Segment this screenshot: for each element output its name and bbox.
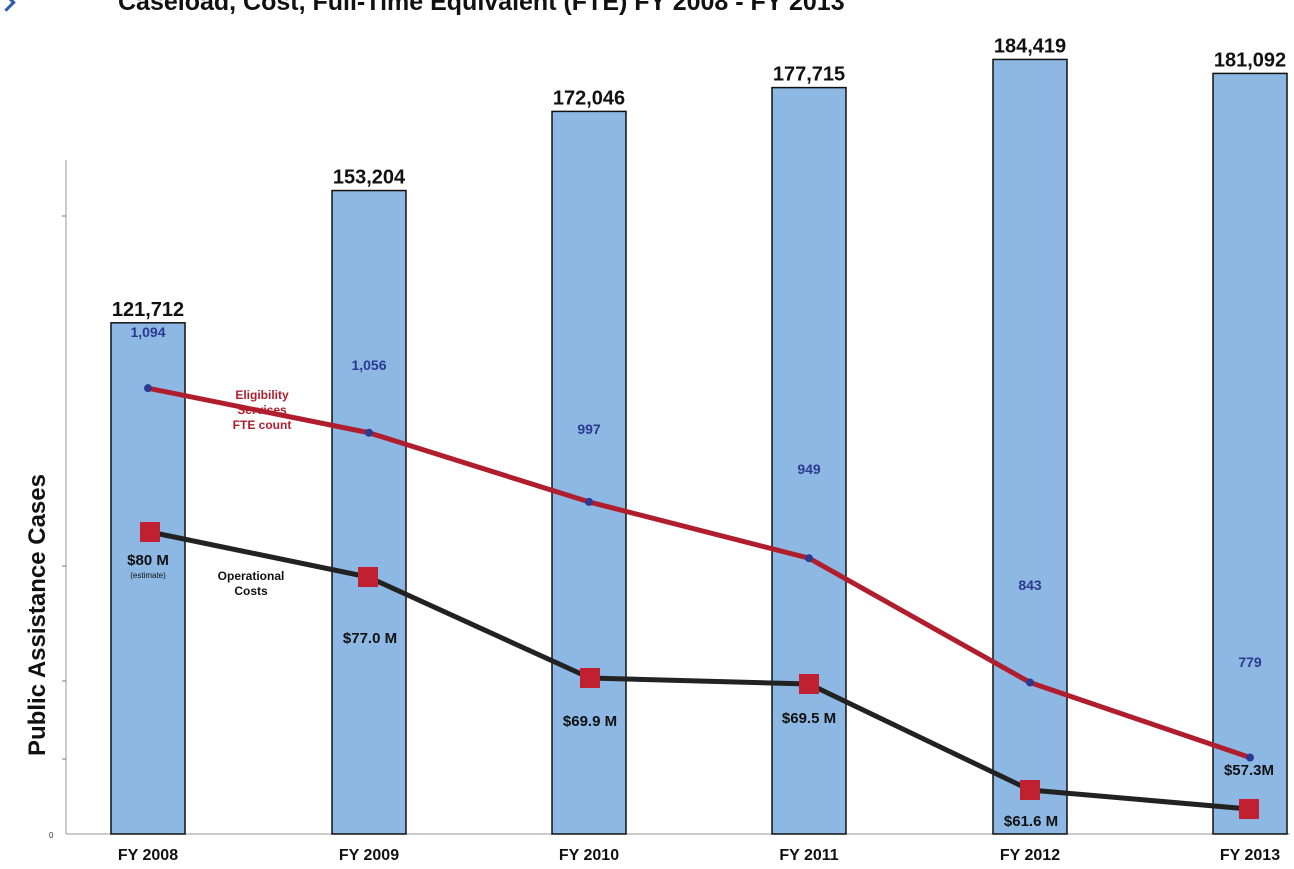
fte-value-label: 949 (797, 461, 821, 477)
cost-value-label: $77.0 M (343, 630, 397, 647)
fte-value-label: 997 (577, 421, 601, 437)
bar (110, 322, 186, 835)
cost-value-label: $80 M (127, 552, 169, 569)
cost-estimate-note: (estimate) (130, 571, 166, 580)
fte-value-label: 1,094 (130, 324, 165, 340)
cost-series-label: Costs (234, 584, 268, 598)
bar-value-label: 172,046 (553, 87, 625, 109)
fte-point (1246, 753, 1254, 762)
fte-point (365, 428, 373, 437)
cost-line (149, 529, 1250, 812)
y-axis-label: Public Assistance Cases (24, 474, 51, 756)
bar-value-label: 153,204 (333, 167, 406, 189)
fte-value-label: 843 (1018, 577, 1042, 593)
cost-point (358, 567, 378, 587)
bar (331, 189, 407, 835)
cost-point (1239, 799, 1259, 819)
fte-series-label: Services (237, 403, 287, 417)
cost-value-label: $61.6 M (1004, 813, 1058, 830)
cost-value-label: $69.5 M (782, 710, 836, 727)
cost-point (1020, 780, 1040, 800)
cost-value-label: $57.3M (1224, 762, 1274, 779)
x-tick-label: FY 2010 (559, 847, 619, 864)
bar (551, 110, 627, 835)
cost-value-label: $69.9 M (563, 713, 617, 730)
bar-value-label: 184,419 (994, 35, 1066, 57)
fte-series-label: FTE count (233, 418, 292, 432)
fte-point (144, 384, 152, 393)
bar-value-label: 181,092 (1214, 49, 1286, 71)
fte-point (585, 497, 593, 506)
fte-value-label: 779 (1238, 654, 1262, 670)
bar-value-label: 177,715 (773, 64, 845, 86)
x-tick-label: FY 2008 (118, 847, 178, 864)
y-tick-label-zero: 0 (49, 831, 54, 840)
cost-series-label: Operational (218, 569, 285, 583)
cost-point (140, 522, 160, 542)
fte-line (147, 385, 1251, 760)
fte-value-label: 1,056 (351, 357, 386, 373)
cost-point (799, 674, 819, 694)
x-tick-label: FY 2009 (339, 847, 399, 864)
chart-title: Caseload, Cost, Full-Time Equivalent (FT… (118, 0, 845, 16)
fte-series-label: Eligibility (235, 388, 289, 402)
bar-value-label: 121,712 (112, 299, 184, 321)
x-tick-label: FY 2011 (779, 847, 838, 864)
bar (771, 86, 847, 835)
bar (992, 58, 1068, 835)
x-tick-label: FY 2012 (1000, 847, 1060, 864)
fte-point (1026, 678, 1034, 687)
cost-point (580, 668, 600, 688)
bar (1212, 72, 1288, 835)
fte-point (805, 554, 813, 563)
x-tick-label: FY 2013 (1220, 847, 1280, 864)
